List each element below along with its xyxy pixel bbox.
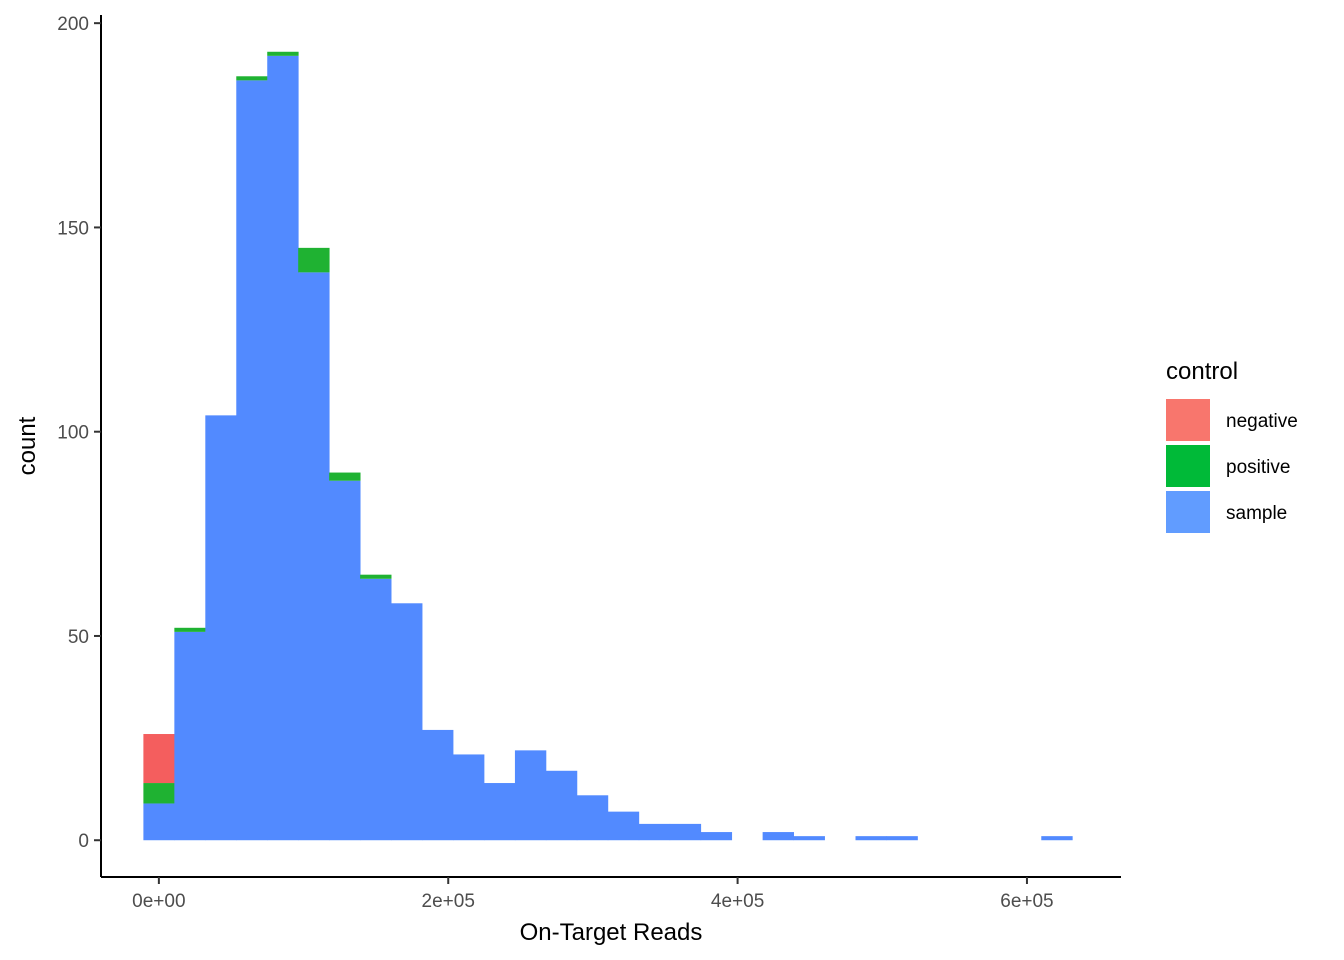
histogram-bar-positive — [143, 783, 175, 804]
histogram-bar-positive — [236, 76, 268, 81]
histogram-bar-sample — [483, 783, 516, 841]
histogram-bar-sample — [514, 750, 547, 841]
histogram-bar-sample — [329, 480, 361, 841]
histogram-bar-sample — [607, 811, 640, 841]
histogram-bar-sample — [886, 836, 918, 841]
y-tick-label: 100 — [57, 423, 89, 444]
histogram-bar-sample — [143, 803, 175, 841]
histogram-bar-sample — [360, 578, 392, 841]
histogram-bar-positive — [298, 247, 330, 273]
histogram-bar-sample — [298, 272, 330, 841]
histogram-bar-sample — [1041, 836, 1073, 841]
x-axis-title: On-Target Reads — [520, 919, 703, 946]
legend-key-positive — [1166, 445, 1210, 487]
histogram-bar-sample — [267, 55, 299, 841]
histogram-bar-positive — [360, 574, 392, 579]
y-tick-label: 0 — [78, 831, 89, 852]
y-axis-title: count — [14, 416, 41, 475]
histogram-bar-sample — [793, 836, 825, 841]
histogram-bar-negative — [143, 734, 175, 784]
legend-title: control — [1166, 358, 1238, 385]
histogram-bar-sample — [669, 823, 702, 841]
legend: control negative positive sample — [1166, 358, 1298, 533]
histogram-bar-sample — [545, 770, 578, 841]
histogram-bar-sample — [453, 754, 485, 841]
y-axis-ticks: 0 50 100 150 200 — [57, 14, 101, 852]
legend-label-negative: negative — [1226, 411, 1298, 432]
histogram-bar-positive — [174, 627, 206, 632]
x-tick-label: 2e+05 — [422, 891, 475, 912]
legend-key-sample — [1166, 491, 1210, 533]
x-tick-label: 0e+00 — [132, 891, 185, 912]
x-axis-ticks: 0e+00 2e+05 4e+05 6e+05 — [132, 877, 1054, 912]
histogram-bar-sample — [855, 836, 887, 841]
legend-label-sample: sample — [1226, 503, 1287, 524]
histogram-bars — [143, 51, 1073, 841]
y-tick-label: 150 — [57, 218, 89, 239]
histogram-bar-positive — [329, 472, 361, 481]
legend-key-negative — [1166, 399, 1210, 441]
histogram-bar-sample — [205, 415, 237, 841]
legend-label-positive: positive — [1226, 457, 1290, 478]
histogram-bar-sample — [576, 795, 609, 841]
histogram-bar-sample — [762, 832, 794, 841]
y-tick-label: 50 — [68, 627, 89, 648]
y-tick-label: 200 — [57, 14, 89, 35]
histogram-bar-sample — [638, 823, 671, 841]
histogram-bar-sample — [422, 729, 454, 841]
histogram-bar-positive — [267, 51, 299, 56]
x-tick-label: 4e+05 — [711, 891, 764, 912]
x-tick-label: 6e+05 — [1000, 891, 1053, 912]
histogram-bar-sample — [700, 832, 733, 841]
histogram-bar-sample — [174, 631, 206, 841]
histogram-bar-sample — [236, 80, 268, 841]
histogram-bar-sample — [391, 603, 423, 841]
